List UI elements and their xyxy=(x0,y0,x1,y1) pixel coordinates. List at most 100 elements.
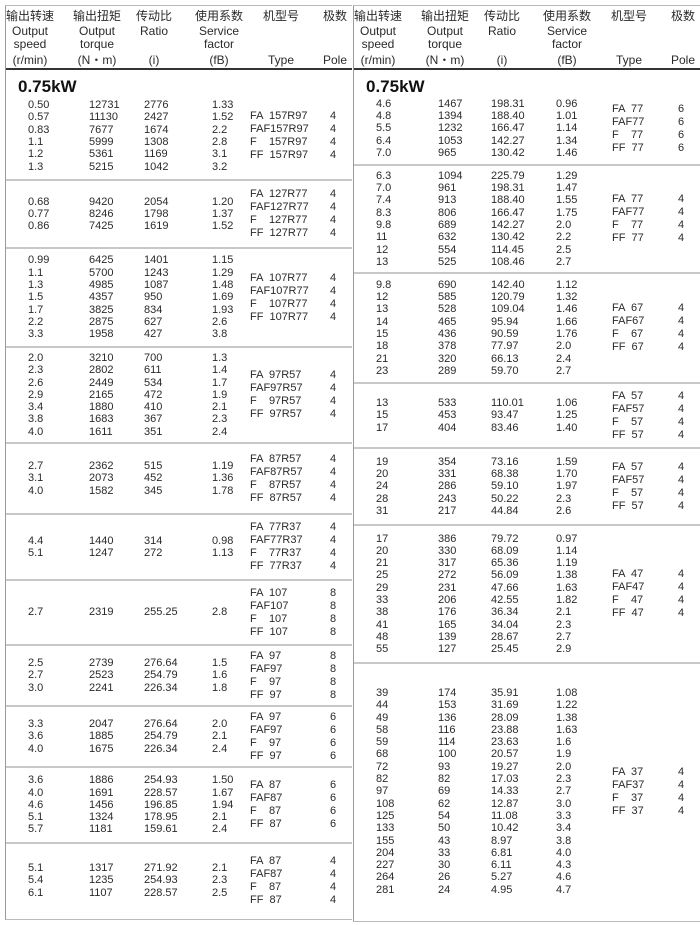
pole-cell: 6 xyxy=(330,792,337,804)
table-block: 2.7 2362 515 1.19 3.1 2073 452 1.36 4.0 1582 345 1.… xyxy=(6,444,352,515)
table-row: 11 632 130.42 2.2 xyxy=(354,231,700,243)
output-torque-cell: 2319 xyxy=(89,606,114,619)
pole-cell: 8 xyxy=(330,649,337,662)
output-torque-cell: 127 xyxy=(438,643,457,656)
table-row: 4.6 1467 198.31 0.96 xyxy=(354,98,700,110)
output-torque-cell: 93 xyxy=(438,760,451,773)
type-cell: FAF97 xyxy=(250,662,283,675)
header-label-en: speed xyxy=(13,37,47,51)
service-factor-cell: 1.38 xyxy=(556,711,578,724)
service-factor-cell: 1.40 xyxy=(556,421,578,434)
pole-cell: 4 xyxy=(330,310,337,323)
output-speed-cell: 2.5 xyxy=(28,657,44,670)
service-factor-cell: 2.7 xyxy=(556,255,572,268)
output-torque-cell: 7425 xyxy=(89,220,114,233)
ratio-cell: 159.61 xyxy=(144,823,178,836)
type-row: FF 127R77 4 xyxy=(6,227,352,240)
type-list: FA 97R57 4 FAF97R57 4 F 97R57 4 FF 97R57 4 xyxy=(6,348,352,442)
output-speed-cell: 0.68 xyxy=(28,195,50,208)
type-cell: FF 37 xyxy=(612,804,644,817)
pole-cell: 6 xyxy=(330,805,337,817)
service-factor-cell: 1.20 xyxy=(212,195,234,208)
table-row: 3.3 2047 276.64 2.0 xyxy=(6,718,352,730)
output-speed-cell: 4.0 xyxy=(28,425,44,438)
output-torque-cell: 69 xyxy=(438,785,451,798)
ratio-cell: 452 xyxy=(144,472,163,485)
ratio-cell: 950 xyxy=(144,291,163,304)
type-cell: F 77 xyxy=(612,128,644,141)
output-speed-cell: 11 xyxy=(376,231,388,244)
ratio-cell: 1042 xyxy=(144,160,169,173)
output-torque-cell: 153 xyxy=(438,699,457,712)
output-torque-cell: 436 xyxy=(438,328,457,340)
type-cell: F 87R57 xyxy=(250,478,302,491)
type-cell: FF 87 xyxy=(250,818,282,830)
type-row: FA 57 4 xyxy=(354,461,700,474)
output-speed-cell: 1.3 xyxy=(28,160,44,173)
table-row: 48 139 28.67 2.7 xyxy=(354,631,700,643)
output-torque-cell: 286 xyxy=(438,480,457,493)
service-factor-cell: 1.7 xyxy=(212,376,228,389)
data-rows: 4.6 1467 198.31 0.96 4.8 1394 188.40 1.01 5.5 123… xyxy=(354,93,700,164)
table-row: 4.0 1675 226.34 2.4 xyxy=(6,743,352,755)
table-row: 58 116 23.88 1.63 xyxy=(354,724,700,736)
output-speed-cell: 21 xyxy=(376,557,389,570)
service-factor-cell: 2.0 xyxy=(556,760,572,773)
service-factor-cell: 2.1 xyxy=(212,401,228,414)
ratio-cell: 28.67 xyxy=(491,630,519,643)
service-factor-cell: 2.2 xyxy=(556,231,572,244)
header-column: 极数 Pole xyxy=(666,9,700,66)
output-torque-cell: 2165 xyxy=(89,388,114,401)
type-row: FAF57 4 xyxy=(354,403,700,416)
output-torque-cell: 217 xyxy=(438,504,457,517)
output-torque-cell: 1675 xyxy=(89,742,114,755)
header-label-en: (fB) xyxy=(209,53,229,67)
output-torque-cell: 6425 xyxy=(89,254,114,267)
service-factor-cell: 1.37 xyxy=(212,207,234,220)
service-factor-cell: 1.63 xyxy=(556,723,578,736)
table-row: 1.1 5700 1243 1.29 xyxy=(6,267,352,279)
table-row: 4.0 1691 228.57 1.67 xyxy=(6,787,352,799)
output-speed-cell: 3.3 xyxy=(28,328,44,341)
service-factor-cell: 1.70 xyxy=(556,468,578,481)
table-row: 0.68 9420 2054 1.20 xyxy=(6,196,352,208)
service-factor-cell: 3.0 xyxy=(556,797,572,810)
output-speed-cell: 1.5 xyxy=(28,291,44,304)
table-block: 0.99 6425 1401 1.15 1.1 5700 1243 1.29 1.3 4985 10… xyxy=(6,249,352,348)
type-row: FF 57 4 xyxy=(354,429,700,442)
type-row: F 87R57 4 xyxy=(6,479,352,492)
service-factor-cell: 1.52 xyxy=(212,111,234,124)
ratio-cell: 68.09 xyxy=(491,544,519,557)
output-torque-cell: 7677 xyxy=(89,123,114,136)
service-factor-cell: 1.97 xyxy=(556,480,578,493)
data-rows: 9.8 690 142.40 1.12 12 585 120.79 1.32 13 528 109.… xyxy=(354,274,700,382)
output-torque-cell: 43 xyxy=(438,834,451,847)
header-label-en: Service xyxy=(546,23,587,38)
pole-cell: 6 xyxy=(330,779,337,791)
ratio-cell: 73.16 xyxy=(491,455,519,468)
ratio-cell: 31.69 xyxy=(491,699,519,712)
type-row: FF 97 8 xyxy=(6,689,352,702)
output-torque-cell: 1394 xyxy=(438,110,463,123)
type-cell: FA 87 xyxy=(250,854,282,867)
ratio-cell: 17.03 xyxy=(491,773,519,786)
service-factor-cell: 1.63 xyxy=(556,581,578,594)
type-cell: FF 57 xyxy=(612,428,644,441)
pole-cell: 4 xyxy=(678,219,685,231)
output-torque-cell: 114 xyxy=(438,736,456,749)
header-column: 使用系数 Service factor (fB) xyxy=(536,9,598,66)
output-speed-cell: 19 xyxy=(376,455,389,468)
type-cell: FAF57 xyxy=(612,402,645,415)
service-factor-cell: 1.47 xyxy=(556,182,578,195)
header-label-en: (i) xyxy=(148,53,160,67)
table-row: 0.99 6425 1401 1.15 xyxy=(6,254,352,266)
ratio-cell: 93.47 xyxy=(491,409,519,422)
table-row: 13 525 108.46 2.7 xyxy=(354,256,700,268)
type-row: FA 157R97 4 xyxy=(6,110,352,123)
pole-cell: 4 xyxy=(330,201,337,213)
data-rows: 6.3 1094 225.79 1.29 7.0 961 198.31 1.47 7.4 913 1… xyxy=(354,166,700,272)
table-row: 39 174 35.91 1.08 xyxy=(354,687,700,699)
table-block: 2.5 2739 276.64 1.5 2.7 2523 254.79 1.6 3.0 2241 2… xyxy=(6,646,352,707)
output-torque-cell: 525 xyxy=(438,255,457,268)
output-speed-cell: 12 xyxy=(376,243,389,256)
